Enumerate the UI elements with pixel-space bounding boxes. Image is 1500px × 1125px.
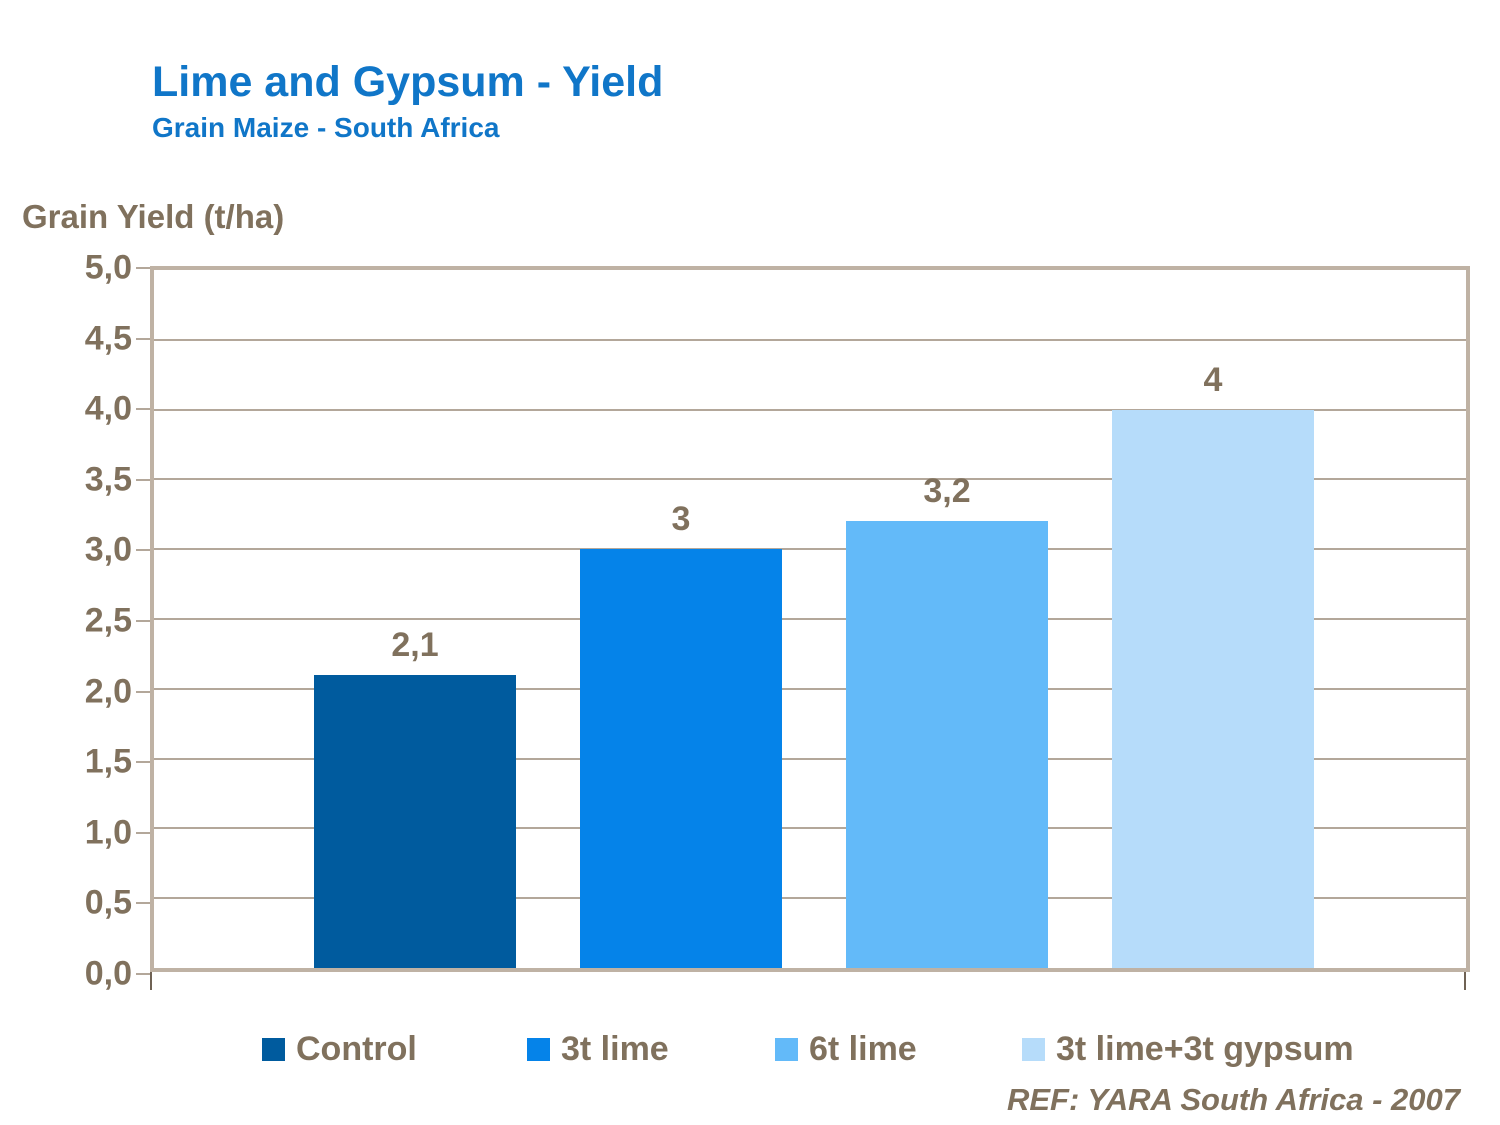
gridline [154,897,1466,900]
legend-label: 3t lime [561,1030,669,1068]
gridline [154,687,1466,690]
y-axis-tick-mark [136,549,150,552]
bar-value-label: 3,2 [923,472,971,510]
legend-swatch-icon [262,1038,285,1061]
legend-swatch-icon [775,1038,798,1061]
y-axis-tick-mark [136,902,150,905]
y-axis-tick-mark [136,337,150,340]
y-axis-tick-mark [136,831,150,834]
plot-area: 2,1 3 3,2 4 [150,266,1470,972]
y-axis-tick-label: 3,5 [84,460,132,499]
x-axis-left-tick [150,972,152,990]
y-axis-tick-label: 2,5 [84,601,132,640]
bar-value-label: 4 [1203,361,1223,399]
chart-title: Lime and Gypsum - Yield [152,58,664,106]
bar-6t-lime [846,521,1048,968]
y-axis-tick-mark [136,267,150,269]
legend-item-3t-lime: 3t lime [527,1030,669,1069]
gridline [154,338,1466,341]
legend-item-control: Control [262,1030,417,1069]
y-axis-tick-label: 3,0 [84,530,132,569]
legend-item-3t-lime-3t-gypsum: 3t lime+3t gypsum [1022,1030,1354,1069]
gridline [154,478,1466,481]
bar-3t-lime [580,549,782,968]
y-axis-tick-label: 1,0 [84,813,132,852]
legend-swatch-icon [1022,1038,1045,1061]
y-axis-tick-mark [136,620,150,622]
legend-label: Control [296,1030,417,1068]
y-axis-tick-mark [136,690,150,693]
y-axis-tick-mark [136,761,150,764]
legend-item-6t-lime: 6t lime [775,1030,917,1069]
reference-note: REF: YARA South Africa - 2007 [1006,1082,1460,1117]
y-axis-tick-label: 4,5 [84,319,132,358]
y-axis-tick-labels: 5,0 4,5 4,0 3,5 3,0 2,5 2,0 1,5 1,0 0,5 0,0 [0,249,132,993]
bar-value-label: 2,1 [391,626,439,664]
y-axis-tick-label: 0,5 [84,883,132,922]
legend-label: 6t lime [809,1030,917,1068]
gridline [154,548,1466,551]
y-axis-tick-label: 4,0 [84,389,132,428]
gridline [154,757,1466,760]
legend-swatch-icon [527,1038,550,1061]
gridline [154,618,1466,620]
gridline [154,827,1466,830]
bar-control [314,675,516,968]
y-axis-tick-label: 5,0 [84,248,132,287]
x-axis-right-tick [1464,972,1466,990]
bar-value-label: 3 [671,500,691,538]
bar-3t-lime-3t-gypsum [1112,410,1314,968]
legend: Control 3t lime 6t lime 3t lime+3t gypsum [0,1030,1500,1076]
y-axis-tick-mark [136,478,150,481]
y-axis-title: Grain Yield (t/ha) [22,198,285,235]
chart-subtitle: Grain Maize - South Africa [152,112,500,143]
y-axis-tick-label: 1,5 [84,742,132,781]
y-axis-tick-label: 2,0 [84,672,132,711]
y-axis-tick-marks [136,266,150,976]
y-axis-tick-mark [136,408,150,411]
y-axis-tick-label: 0,0 [84,954,132,993]
legend-label: 3t lime+3t gypsum [1056,1030,1354,1068]
y-axis-tick-mark [136,973,150,975]
gridline [154,408,1466,411]
